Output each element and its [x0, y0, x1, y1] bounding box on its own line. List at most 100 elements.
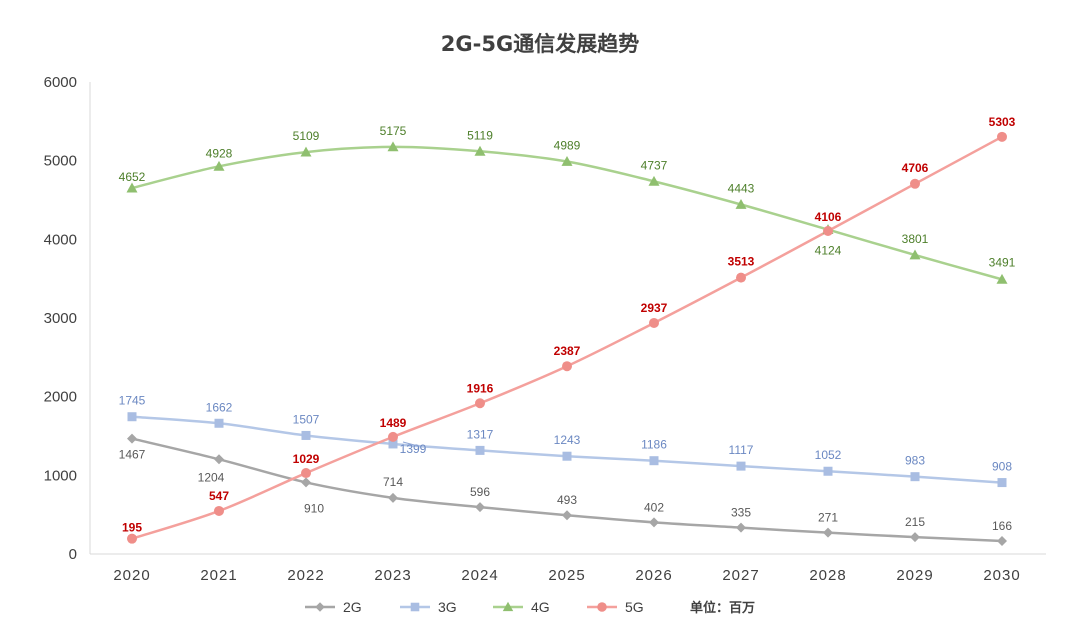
y-tick-label: 5000 [44, 153, 77, 170]
data-label-4g: 5175 [380, 124, 407, 138]
data-label-2g: 910 [304, 501, 324, 515]
data-label-3g: 1052 [815, 448, 842, 462]
x-tick-label: 2028 [809, 567, 846, 584]
point-3g-2023 [388, 439, 398, 449]
data-label-2g: 402 [644, 500, 664, 514]
point-4g-2023 [387, 141, 399, 152]
point-4g-2020 [126, 182, 138, 193]
x-tick-label: 2026 [635, 567, 672, 584]
x-tick-label: 2029 [896, 567, 933, 584]
data-label-4g: 5119 [467, 128, 493, 142]
x-tick-label: 2021 [200, 567, 237, 584]
point-3g-2030 [997, 478, 1007, 488]
point-5g-2020 [127, 533, 137, 544]
data-label-5g: 2387 [554, 344, 581, 358]
data-label-2g: 714 [383, 475, 403, 489]
data-label-5g: 1489 [380, 416, 407, 430]
data-label-5g: 3513 [728, 255, 755, 269]
data-label-4g: 3801 [902, 232, 929, 246]
x-tick-label: 2020 [113, 567, 150, 584]
point-2g-2021 [214, 454, 224, 465]
point-4g-2024 [474, 145, 486, 156]
data-label-4g: 4652 [119, 170, 146, 184]
point-5g-2029 [910, 178, 920, 189]
point-2g-2026 [649, 517, 659, 528]
point-4g-2026 [648, 175, 660, 186]
legend-swatch-marker [597, 602, 607, 612]
y-tick-label: 6000 [44, 74, 77, 91]
point-2g-2028 [823, 527, 833, 538]
point-2g-2027 [736, 522, 746, 533]
data-label-5g: 5303 [989, 115, 1016, 129]
legend-swatch-marker [502, 601, 514, 612]
y-tick-label: 3000 [44, 310, 77, 327]
data-label-3g: 1117 [729, 443, 754, 457]
data-label-5g: 1029 [293, 452, 320, 466]
data-label-3g: 983 [905, 454, 925, 468]
point-2g-2030 [997, 535, 1007, 546]
point-3g-2027 [736, 461, 746, 471]
point-5g-2023 [388, 431, 398, 442]
point-3g-2029 [910, 472, 920, 482]
point-4g-2025 [561, 156, 573, 166]
point-3g-2021 [214, 418, 224, 428]
point-2g-2023 [388, 492, 398, 503]
data-label-4g: 3491 [989, 255, 1016, 269]
data-label-5g: 1916 [467, 381, 494, 395]
data-label-3g: 1745 [119, 394, 146, 408]
point-2g-2025 [562, 510, 572, 521]
x-tick-label: 2024 [461, 567, 498, 584]
point-4g-2027 [735, 198, 747, 209]
series-line-5g [131, 135, 1003, 540]
chart-title: 2G-5G通信发展趋势 [441, 32, 639, 56]
point-3g-2025 [562, 451, 572, 461]
point-4g-2029 [909, 249, 921, 260]
legend-label: 3G [438, 599, 457, 615]
point-4g-2022 [300, 146, 312, 157]
data-label-3g: 1662 [206, 400, 233, 414]
point-4g-2030 [996, 273, 1008, 284]
point-3g-2028 [823, 466, 833, 476]
x-tick-label: 2030 [983, 567, 1020, 584]
y-tick-label: 1000 [44, 467, 77, 484]
label-leader-line [402, 441, 419, 447]
data-label-3g: 1507 [293, 412, 320, 426]
data-label-2g: 1467 [119, 448, 146, 462]
data-label-5g: 547 [209, 489, 229, 503]
legend: 2G 3G 4G 5G [305, 599, 644, 615]
series-markers [126, 131, 1008, 546]
point-5g-2027 [736, 272, 746, 283]
data-label-5g: 195 [122, 521, 142, 535]
data-label-3g: 1317 [467, 427, 494, 441]
x-tick-label: 2023 [374, 567, 411, 584]
y-tick-label: 4000 [44, 231, 77, 248]
point-3g-2024 [475, 445, 485, 455]
legend-label: 2G [343, 599, 362, 615]
legend-item-3g: 3G [400, 599, 457, 615]
data-label-3g: 908 [992, 460, 1012, 474]
data-label-5g: 2937 [641, 301, 668, 315]
data-label-2g: 215 [905, 515, 925, 529]
data-label-5g: 4106 [815, 210, 842, 224]
y-tick-label: 2000 [44, 389, 77, 406]
unit-note: 单位：百万 [690, 600, 755, 616]
data-label-4g: 4124 [815, 244, 842, 258]
series-lines [131, 135, 1003, 543]
legend-label: 5G [625, 599, 644, 615]
point-5g-2028 [823, 225, 833, 236]
data-label-3g: 1186 [641, 438, 667, 452]
point-5g-2030 [997, 131, 1007, 142]
x-tick-label: 2027 [722, 567, 759, 584]
point-2g-2020 [127, 433, 137, 444]
data-label-2g: 1204 [198, 470, 225, 484]
x-tick-label: 2025 [548, 567, 585, 584]
legend-item-4g: 4G [493, 599, 550, 615]
legend-swatch-marker [315, 602, 325, 612]
point-2g-2022 [301, 477, 311, 488]
series-line-4g [131, 145, 1003, 281]
legend-label: 4G [531, 599, 550, 615]
x-tick-label: 2022 [287, 567, 324, 584]
data-label-3g: 1243 [554, 433, 581, 447]
data-label-4g: 5109 [293, 129, 320, 143]
data-label-2g: 493 [557, 493, 577, 507]
